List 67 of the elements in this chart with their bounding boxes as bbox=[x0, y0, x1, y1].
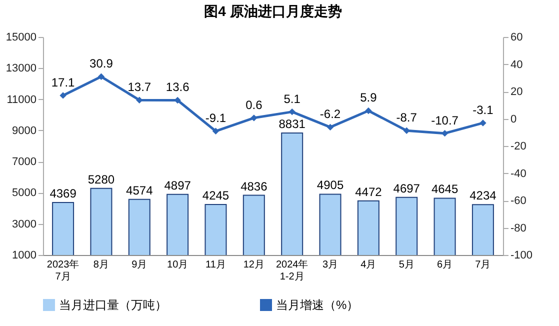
data-label: 4574 bbox=[126, 183, 154, 198]
data-label: 5280 bbox=[88, 172, 115, 186]
point bbox=[288, 108, 296, 116]
y2-tick-label: 60 bbox=[510, 32, 523, 44]
point bbox=[441, 130, 448, 137]
data-label: 30.9 bbox=[90, 56, 114, 71]
point bbox=[136, 96, 143, 104]
point bbox=[326, 124, 334, 131]
chart-title: 图4 原油进口月度走势 bbox=[204, 3, 342, 19]
point bbox=[365, 107, 372, 114]
y2-tick-label: 20 bbox=[510, 86, 523, 98]
y-tick-label: 1000 bbox=[12, 250, 36, 262]
x-tick-label: 9月 bbox=[132, 260, 148, 270]
y-tick-label: 5000 bbox=[12, 187, 36, 200]
x-tick-label: 3月 bbox=[322, 260, 338, 270]
y-tick-label: 11000 bbox=[6, 94, 36, 106]
data-label: 4836 bbox=[240, 179, 268, 194]
x-tick-label: 6月 bbox=[437, 260, 453, 270]
x-tick-label: 4月 bbox=[360, 260, 376, 270]
data-label: 5.1 bbox=[284, 92, 301, 106]
y-tick-label: 7000 bbox=[12, 156, 36, 168]
data-label: -9.1 bbox=[205, 111, 226, 126]
data-label: 8831 bbox=[278, 117, 306, 132]
point bbox=[250, 114, 258, 122]
data-label: 0.6 bbox=[246, 98, 263, 112]
data-label: -6.2 bbox=[320, 107, 341, 122]
y2-tick-label: 40 bbox=[510, 58, 523, 71]
y2-tick-label: 0 bbox=[510, 113, 517, 126]
data-label: -8.7 bbox=[396, 110, 418, 125]
data-label: 5.9 bbox=[360, 90, 378, 105]
y-tick-label: 15000 bbox=[6, 32, 36, 44]
legend-label: 当月进口量（万吨） bbox=[59, 298, 167, 312]
x-tick-label: 2024年 1-2月 bbox=[276, 258, 308, 282]
x-tick-label: 7月 bbox=[475, 260, 491, 270]
y-tick-label: 13000 bbox=[6, 62, 36, 75]
x-tick-label: 10月 bbox=[167, 260, 188, 270]
data-label: 4905 bbox=[316, 178, 344, 192]
data-label: 13.6 bbox=[166, 80, 190, 94]
data-label: 13.7 bbox=[128, 80, 152, 94]
point bbox=[60, 92, 66, 99]
x-tick-label: 2023年 7月 bbox=[46, 258, 80, 282]
data-label: 4245 bbox=[202, 188, 230, 202]
data-label: 4369 bbox=[50, 186, 77, 201]
point bbox=[212, 128, 220, 135]
data-label: 4645 bbox=[431, 182, 458, 196]
y-tick-label: 3000 bbox=[12, 218, 36, 230]
data-label: 4234 bbox=[470, 188, 497, 203]
x-tick-label: 5月 bbox=[398, 260, 414, 270]
x-tick-label: 11月 bbox=[206, 260, 226, 270]
legend-label: 当月增速（%） bbox=[276, 298, 359, 312]
data-label: 17.1 bbox=[51, 75, 76, 90]
y2-tick-label: -40 bbox=[510, 168, 526, 180]
point bbox=[403, 127, 410, 134]
y2-tick-label: -60 bbox=[510, 195, 526, 207]
point bbox=[98, 73, 105, 80]
y2-tick-label: -20 bbox=[510, 140, 526, 152]
data-label: 4697 bbox=[393, 181, 420, 196]
data-label: -3.1 bbox=[472, 102, 494, 117]
x-tick-label: 8月 bbox=[93, 260, 109, 270]
data-label: -10.7 bbox=[431, 113, 459, 128]
y2-tick-label: -100 bbox=[510, 250, 533, 262]
y-tick-label: 9000 bbox=[12, 124, 36, 137]
data-label: 4472 bbox=[355, 184, 382, 199]
y2-tick-label: -80 bbox=[510, 222, 526, 234]
data-label: 4897 bbox=[164, 178, 192, 192]
point bbox=[480, 120, 486, 126]
x-tick-label: 12月 bbox=[243, 260, 264, 270]
